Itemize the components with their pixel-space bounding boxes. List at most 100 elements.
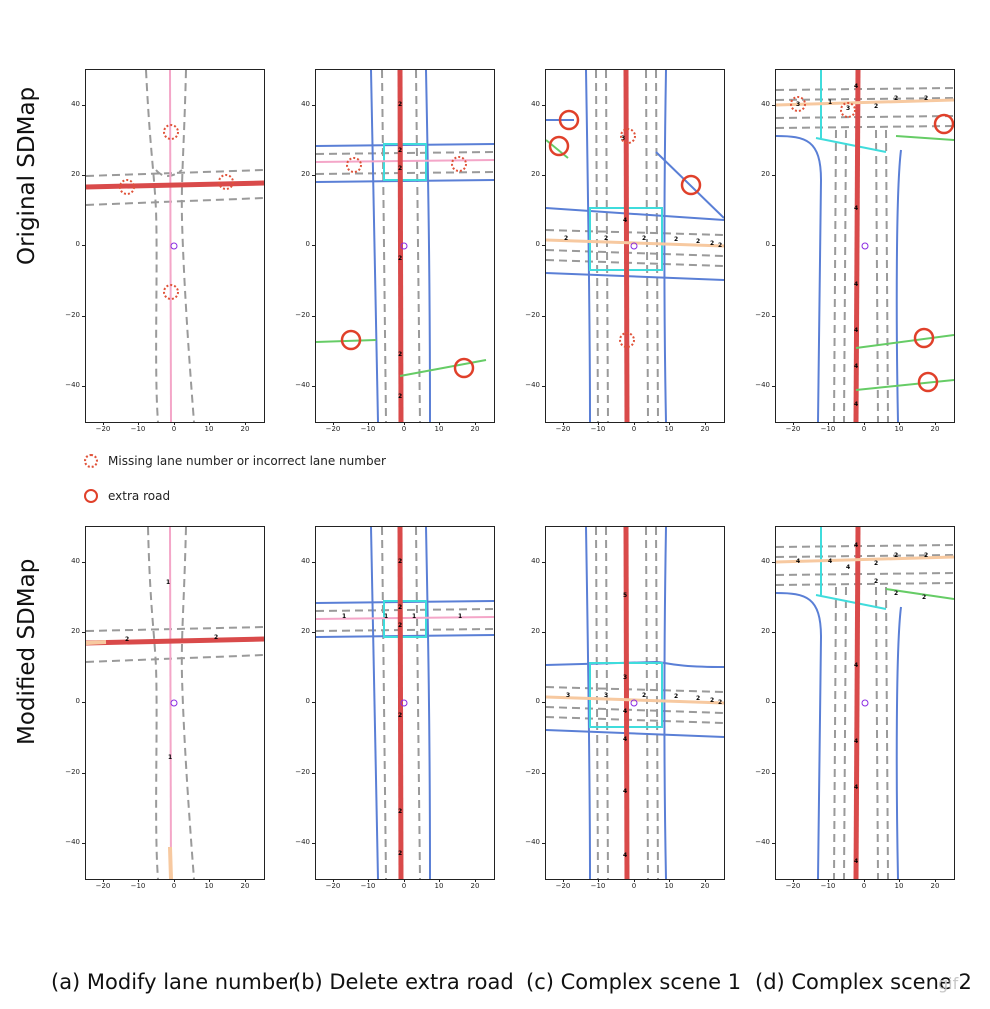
- y-tick-mark: [772, 175, 775, 176]
- x-tick-mark: [634, 422, 635, 425]
- x-tick-label: 10: [434, 425, 444, 433]
- x-tick-mark: [793, 879, 794, 882]
- x-tick-label: 0: [401, 882, 407, 890]
- map-d-original: 3 1 3 2 2 2 4 4 4 4 4 4: [776, 70, 954, 422]
- lane-number-label: 2: [398, 808, 402, 815]
- lane-number-label: 2: [710, 697, 714, 704]
- y-tick-label: −40: [755, 838, 770, 846]
- lane-number-label: 4: [828, 558, 832, 565]
- x-tick-label: −20: [785, 882, 801, 890]
- x-tick-mark: [475, 422, 476, 425]
- y-tick-label: −40: [65, 381, 80, 389]
- legend-extra-road: extra road: [84, 489, 170, 503]
- y-tick-label: −20: [65, 768, 80, 776]
- lane-number-label: 5: [623, 592, 627, 599]
- dotted-circle-icon: [84, 454, 98, 468]
- x-tick-mark: [793, 422, 794, 425]
- x-tick-mark: [598, 879, 599, 882]
- y-tick-mark: [542, 386, 545, 387]
- x-tick-mark: [209, 879, 210, 882]
- y-tick-mark: [542, 843, 545, 844]
- y-tick-mark: [312, 702, 315, 703]
- lane-number-label: 2: [398, 558, 402, 565]
- x-tick-label: −10: [590, 882, 606, 890]
- map-c-original: 3 4 2 2 2 2 2 2 2: [546, 70, 724, 422]
- x-tick-label: 10: [894, 882, 904, 890]
- x-tick-label: 20: [700, 882, 710, 890]
- x-tick-mark: [563, 879, 564, 882]
- lane-number-label: 2: [604, 235, 608, 242]
- y-tick-label: 0: [535, 697, 540, 705]
- x-tick-label: 10: [894, 425, 904, 433]
- y-tick-mark: [312, 105, 315, 106]
- x-tick-label: 0: [401, 425, 407, 433]
- x-tick-mark: [669, 879, 670, 882]
- caption-d: (d) Complex scene 2: [755, 970, 972, 994]
- lane-number-label: 2: [874, 103, 878, 110]
- x-tick-label: 10: [434, 882, 444, 890]
- x-tick-mark: [368, 879, 369, 882]
- lane-number-label: 2: [696, 238, 700, 245]
- x-tick-label: 20: [470, 425, 480, 433]
- y-tick-label: −40: [295, 838, 310, 846]
- y-tick-mark: [542, 105, 545, 106]
- x-tick-label: −20: [785, 425, 801, 433]
- y-tick-label: 0: [765, 240, 770, 248]
- panel-c-modified: 5 3 3 2 3 2 2 2 2 4 4 4 4: [545, 526, 725, 880]
- y-tick-mark: [312, 562, 315, 563]
- y-tick-mark: [312, 316, 315, 317]
- x-tick-label: 0: [631, 882, 637, 890]
- y-tick-mark: [772, 843, 775, 844]
- lane-number-label: 4: [854, 205, 858, 212]
- y-tick-mark: [82, 316, 85, 317]
- x-tick-mark: [439, 422, 440, 425]
- y-tick-label: −20: [525, 311, 540, 319]
- lane-number-label: 2: [398, 147, 402, 154]
- y-tick-label: 20: [301, 170, 310, 178]
- lane-number-label: 4: [796, 558, 800, 565]
- x-tick-label: 10: [204, 425, 214, 433]
- caption-c: (c) Complex scene 1: [526, 970, 742, 994]
- circle-icon: [84, 489, 98, 503]
- legend-missing-label: Missing lane number or incorrect lane nu…: [108, 454, 386, 468]
- x-tick-label: −20: [325, 882, 341, 890]
- map-b-modified: 2 2 1 1 1 1 2 2 2 2: [316, 527, 494, 879]
- x-tick-label: −20: [95, 882, 111, 890]
- x-tick-label: −20: [555, 882, 571, 890]
- x-tick-label: −10: [820, 425, 836, 433]
- y-tick-label: 20: [761, 627, 770, 635]
- y-tick-label: 0: [75, 697, 80, 705]
- lane-number-label: 2: [214, 634, 218, 641]
- x-tick-mark: [209, 422, 210, 425]
- lane-number-label: 3: [796, 101, 800, 108]
- y-tick-mark: [82, 562, 85, 563]
- y-tick-label: 40: [71, 557, 80, 565]
- lane-number-label: 4: [854, 281, 858, 288]
- panel-a-original: [85, 69, 265, 423]
- x-tick-mark: [103, 422, 104, 425]
- y-tick-label: 40: [531, 557, 540, 565]
- y-tick-mark: [312, 632, 315, 633]
- lane-number-label: 2: [398, 604, 402, 611]
- lane-number-label: 4: [623, 708, 627, 715]
- x-tick-mark: [864, 422, 865, 425]
- lane-number-label: 2: [398, 255, 402, 262]
- lane-number-label: 2: [894, 552, 898, 559]
- lane-number-label: 2: [718, 699, 722, 706]
- lane-number-label: 4: [623, 736, 627, 743]
- x-tick-mark: [598, 422, 599, 425]
- y-tick-label: −20: [755, 768, 770, 776]
- y-tick-label: −40: [525, 381, 540, 389]
- y-tick-mark: [542, 316, 545, 317]
- y-tick-mark: [312, 773, 315, 774]
- y-tick-mark: [542, 632, 545, 633]
- y-tick-label: 40: [761, 557, 770, 565]
- lane-number-label: 4: [854, 784, 858, 791]
- y-tick-label: −20: [295, 311, 310, 319]
- x-tick-mark: [174, 422, 175, 425]
- y-tick-mark: [772, 245, 775, 246]
- y-tick-mark: [772, 773, 775, 774]
- lane-number-label: 2: [398, 622, 402, 629]
- y-tick-mark: [772, 702, 775, 703]
- x-tick-mark: [103, 879, 104, 882]
